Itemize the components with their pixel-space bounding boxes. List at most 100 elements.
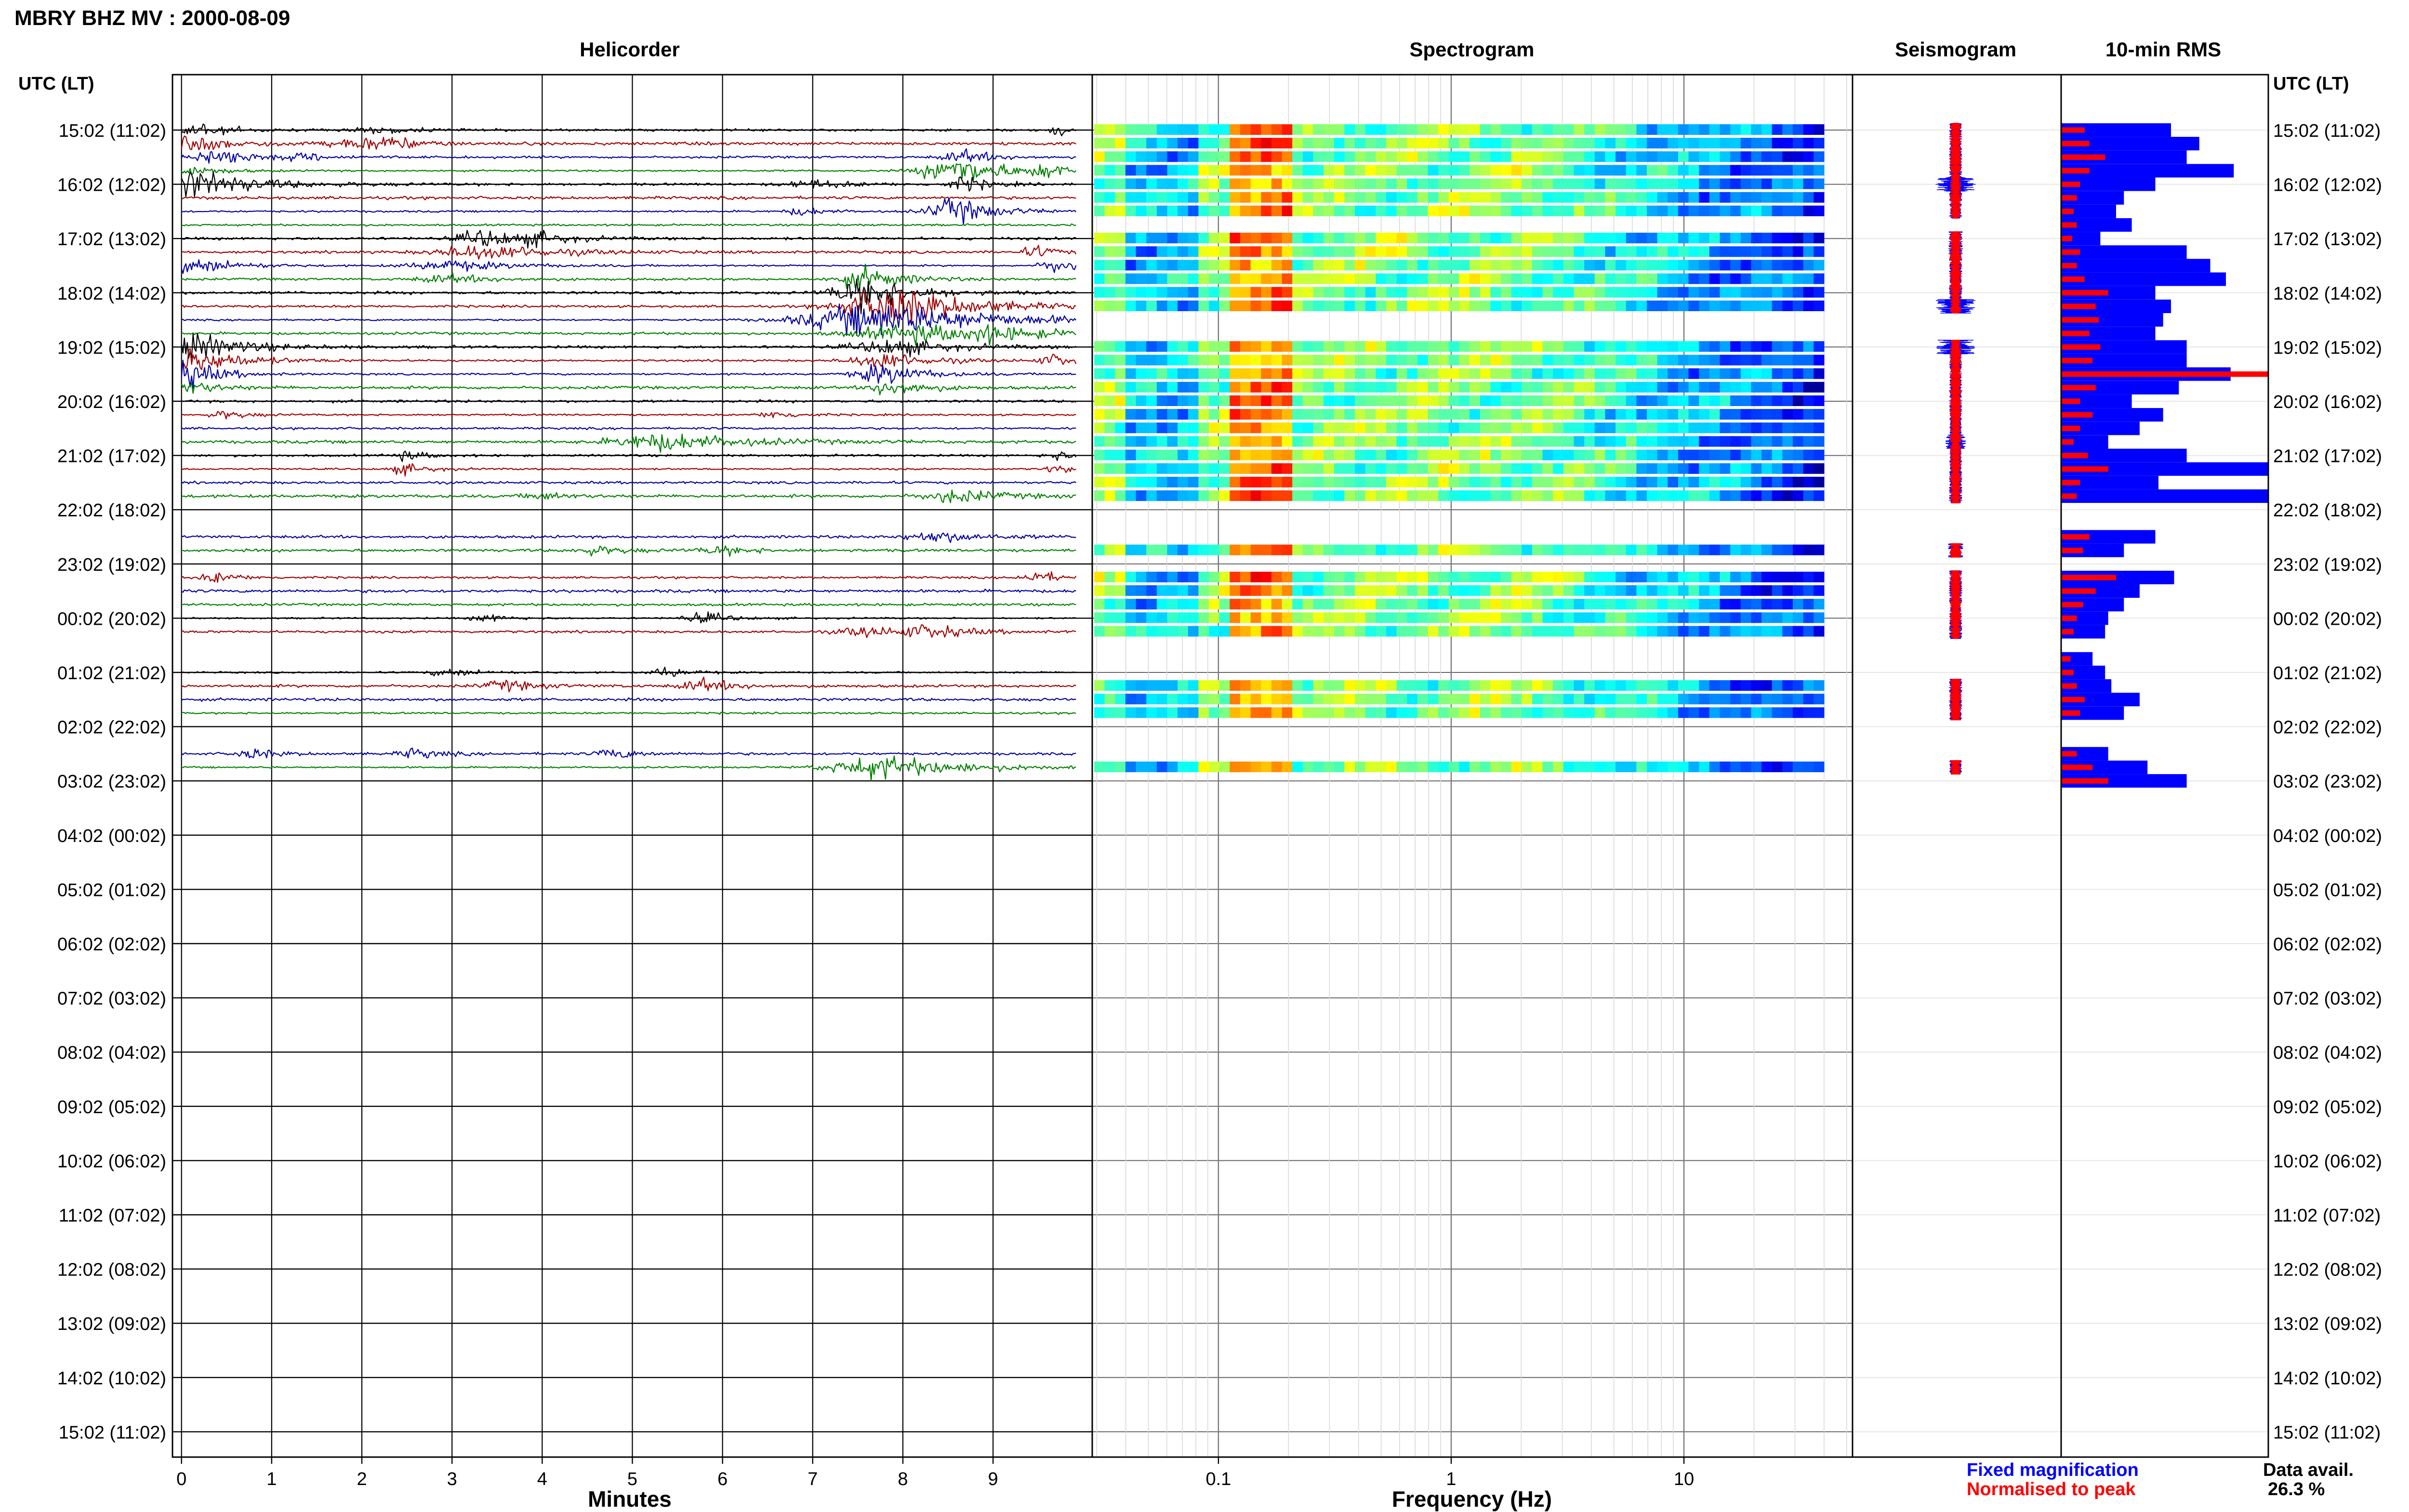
spectrogram-cell bbox=[1542, 138, 1553, 149]
spectrogram-cell bbox=[1657, 381, 1668, 393]
spectrogram-cell bbox=[1615, 273, 1627, 284]
spectrogram-cell bbox=[1657, 368, 1668, 379]
spectrogram-cell bbox=[1594, 246, 1605, 257]
spectrogram-cell bbox=[1156, 449, 1168, 460]
spectrogram-cell bbox=[1344, 178, 1355, 189]
spectrogram-cell bbox=[1522, 165, 1533, 176]
spectrogram-cell bbox=[1709, 544, 1721, 555]
spectrogram-cell bbox=[1428, 585, 1439, 596]
spectrogram-cell bbox=[1407, 463, 1418, 474]
spectrogram-cell bbox=[1230, 680, 1241, 691]
helicorder-trace bbox=[181, 755, 1076, 781]
spectrogram-cell bbox=[1240, 246, 1251, 257]
spectrogram-cell bbox=[1511, 192, 1522, 203]
spectrogram-cell bbox=[1480, 585, 1491, 596]
spectrogram-cell bbox=[1198, 680, 1209, 691]
spectrogram-cell bbox=[1324, 355, 1335, 366]
spectrogram-cell bbox=[1365, 544, 1376, 555]
spectrogram-cell bbox=[1480, 422, 1491, 434]
seismogram-traces bbox=[1935, 123, 1976, 775]
spectrogram-cell bbox=[1699, 490, 1710, 501]
spectrogram-cell bbox=[1292, 178, 1303, 189]
spectrogram-cell bbox=[1313, 300, 1324, 311]
spectrogram-cell bbox=[1480, 395, 1491, 406]
spectrogram-cell bbox=[1178, 395, 1189, 406]
spectrogram-cell bbox=[1636, 409, 1647, 420]
spectrogram-cell bbox=[1688, 585, 1699, 596]
spectrogram-cell bbox=[1803, 381, 1814, 393]
spectrogram-cell bbox=[1522, 368, 1533, 379]
spectrogram-cell bbox=[1146, 287, 1157, 298]
spectrogram-cell bbox=[1720, 422, 1731, 434]
spectrogram-cell bbox=[1282, 192, 1293, 203]
spectrogram-cell bbox=[1782, 422, 1793, 434]
spectrogram-cell bbox=[1219, 165, 1230, 176]
spectrogram-cell bbox=[1178, 476, 1189, 487]
spectrogram-cell bbox=[1230, 762, 1241, 773]
spectrogram-cell bbox=[1292, 124, 1303, 135]
spectrogram-cell bbox=[1615, 395, 1627, 406]
spectrogram-cell bbox=[1115, 355, 1126, 366]
spectrogram-cell bbox=[1511, 138, 1522, 149]
spectrogram-cell bbox=[1209, 422, 1220, 434]
spectrogram-cell bbox=[1125, 585, 1137, 596]
spectrogram-cell bbox=[1647, 571, 1658, 582]
spectrogram-cell bbox=[1104, 395, 1115, 406]
spectrogram-cell bbox=[1178, 273, 1189, 284]
spectrogram-cell bbox=[1459, 476, 1470, 487]
spectrogram-cell bbox=[1240, 599, 1251, 610]
spectrogram-cell bbox=[1386, 626, 1397, 637]
spectrogram-cell bbox=[1563, 165, 1575, 176]
spectrogram-cell bbox=[1167, 585, 1178, 596]
spectrogram-cell bbox=[1355, 463, 1366, 474]
rms-bar-normalised bbox=[2061, 548, 2083, 553]
spectrogram-cell bbox=[1386, 599, 1397, 610]
spectrogram-cell bbox=[1313, 341, 1324, 352]
spectrogram-cell bbox=[1657, 273, 1668, 284]
spectrogram-cell bbox=[1407, 544, 1418, 555]
spectrogram-cell bbox=[1584, 233, 1595, 244]
spectrogram-cell bbox=[1115, 571, 1126, 582]
spectrogram-cell bbox=[1428, 409, 1439, 420]
spectrogram-cell bbox=[1094, 395, 1105, 406]
spectrogram-cell bbox=[1469, 612, 1481, 623]
spectrogram-cell bbox=[1751, 490, 1762, 501]
spectrogram-cell bbox=[1709, 599, 1721, 610]
spectrogram-cell bbox=[1511, 205, 1522, 216]
spectrogram-cell bbox=[1376, 151, 1387, 162]
spectrogram-cell bbox=[1668, 680, 1679, 691]
spectrogram-cell bbox=[1594, 626, 1605, 637]
spectrogram-cell bbox=[1522, 612, 1533, 623]
spectrogram-cell bbox=[1553, 449, 1564, 460]
spectrogram-cell bbox=[1271, 381, 1283, 393]
spectrogram-cell bbox=[1396, 585, 1407, 596]
spectrogram-cell bbox=[1136, 449, 1147, 460]
spectrogram-cell bbox=[1428, 626, 1439, 637]
spectrogram-cell bbox=[1417, 233, 1429, 244]
spectrogram-cell bbox=[1668, 612, 1679, 623]
spectrogram-cell bbox=[1407, 680, 1418, 691]
spectrogram-cell bbox=[1219, 287, 1230, 298]
spectrogram-cell bbox=[1271, 490, 1283, 501]
spectrogram-cell bbox=[1125, 178, 1137, 189]
spectrogram-cell bbox=[1793, 233, 1804, 244]
spectrogram-cell bbox=[1803, 260, 1814, 271]
spectrogram-cell bbox=[1553, 422, 1564, 434]
spectrogram-cell bbox=[1188, 422, 1199, 434]
spectrogram-cell bbox=[1448, 138, 1459, 149]
spectrogram-cell bbox=[1626, 300, 1637, 311]
spectrogram-cell bbox=[1594, 544, 1605, 555]
spectrogram-cell bbox=[1803, 409, 1814, 420]
spectrogram-cell bbox=[1553, 381, 1564, 393]
spectrogram-cell bbox=[1261, 762, 1272, 773]
spectrogram-cell bbox=[1115, 300, 1126, 311]
spectrogram-cell bbox=[1292, 260, 1303, 271]
spectrogram-cell bbox=[1668, 138, 1679, 149]
spectrogram-cell bbox=[1250, 680, 1261, 691]
spectrogram-cell bbox=[1793, 341, 1804, 352]
spectrogram-cell bbox=[1198, 341, 1209, 352]
spectrogram-cell bbox=[1198, 178, 1209, 189]
spectrogram-cell bbox=[1542, 368, 1553, 379]
spectrogram-cell bbox=[1647, 178, 1658, 189]
spectrogram-cell bbox=[1761, 178, 1773, 189]
